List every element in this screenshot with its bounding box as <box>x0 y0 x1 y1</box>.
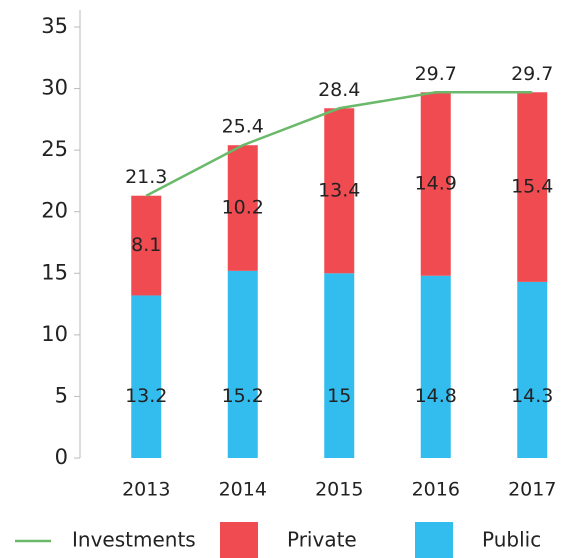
value-label: 25.4 <box>222 116 264 138</box>
value-label: 10.2 <box>222 197 264 219</box>
bar-segment <box>324 108 355 274</box>
x-tick-label: 2016 <box>412 479 460 501</box>
bar-segment <box>517 281 548 458</box>
y-tick-label: 30 <box>41 76 68 100</box>
legend-swatch <box>415 522 453 558</box>
bar-segment <box>420 275 451 458</box>
value-label: 14.9 <box>415 173 457 195</box>
x-tick-label: 2015 <box>315 479 363 501</box>
value-label: 15.2 <box>222 385 264 407</box>
x-tick-label: 2017 <box>508 479 556 501</box>
bar-segment <box>420 92 451 276</box>
x-tick-label: 2014 <box>219 479 267 501</box>
bar-segment <box>517 92 548 282</box>
y-tick-label: 25 <box>41 137 68 161</box>
legend-label: Private <box>287 528 357 552</box>
value-label: 21.3 <box>125 166 167 188</box>
y-tick-label: 35 <box>41 14 68 38</box>
x-tick-label: 2013 <box>122 479 170 501</box>
y-tick-label: 15 <box>41 260 68 284</box>
bar-segment <box>131 195 162 296</box>
bar-segment <box>131 295 162 458</box>
y-tick-label: 10 <box>41 322 68 346</box>
value-label: 13.4 <box>318 179 360 201</box>
legend-swatch <box>220 522 258 558</box>
bar-segment <box>324 273 355 458</box>
y-tick-label: 20 <box>41 199 68 223</box>
value-label: 15.4 <box>511 176 553 198</box>
value-label: 15 <box>327 385 351 407</box>
value-label: 29.7 <box>511 63 553 85</box>
value-label: 13.2 <box>125 385 167 407</box>
line <box>145 91 533 197</box>
bar-segment <box>227 145 258 271</box>
bar-segment <box>227 270 258 458</box>
y-tick-label: 5 <box>55 383 68 407</box>
value-label: 14.3 <box>511 385 553 407</box>
legend-label: Investments <box>72 528 196 552</box>
value-label: 8.1 <box>131 234 161 256</box>
value-label: 28.4 <box>318 79 360 101</box>
y-tick-label: 0 <box>55 445 68 469</box>
legend-label: Public <box>482 528 541 552</box>
value-label: 29.7 <box>415 63 457 85</box>
value-label: 14.8 <box>415 385 457 407</box>
